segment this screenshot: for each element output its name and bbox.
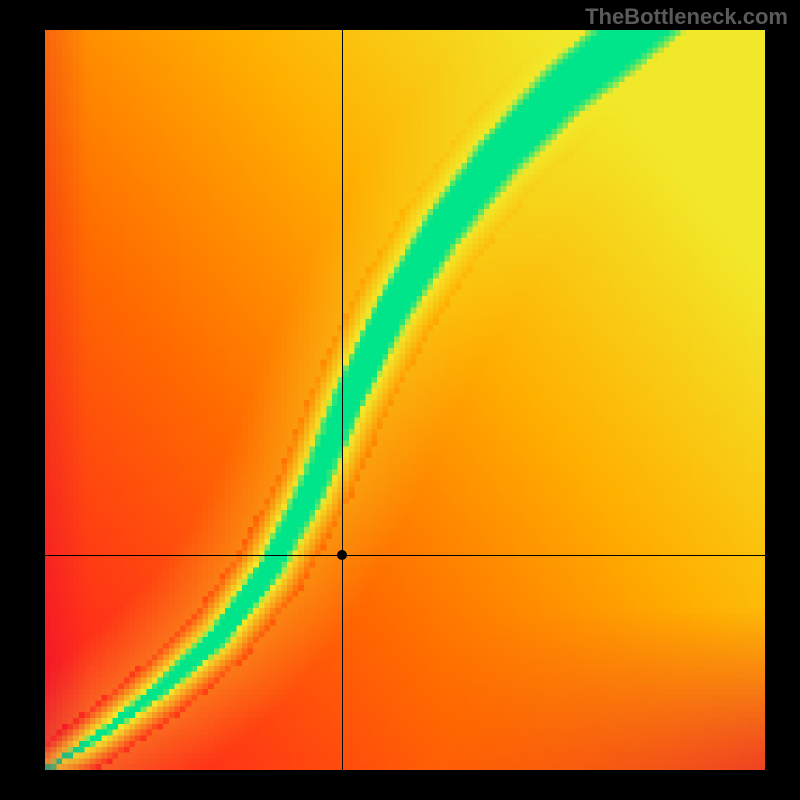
heatmap-canvas <box>45 30 765 770</box>
watermark-text: TheBottleneck.com <box>585 4 788 30</box>
figure-root: TheBottleneck.com <box>0 0 800 800</box>
crosshair-horizontal <box>45 555 765 556</box>
crosshair-vertical <box>342 30 343 770</box>
